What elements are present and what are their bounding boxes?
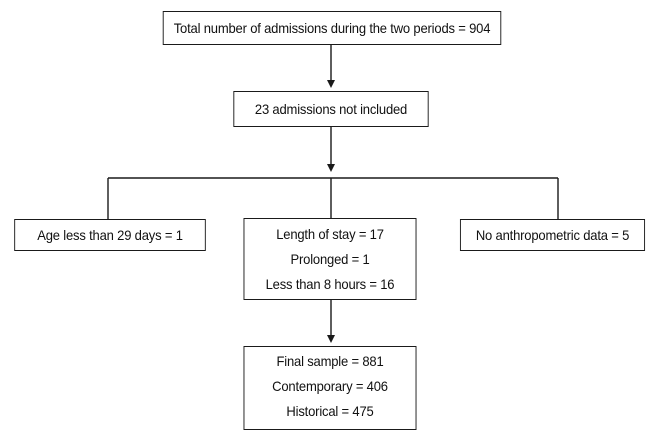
final-sample-title: Final sample = 881 bbox=[276, 353, 384, 369]
length-of-stay-title: Length of stay = 17 bbox=[276, 225, 384, 242]
age-exclusion-text: Age less than 29 days = 1 bbox=[37, 227, 183, 243]
total-admissions-box: Total number of admissions during the tw… bbox=[162, 11, 502, 45]
anthropometric-exclusion-text: No anthropometric data = 5 bbox=[475, 227, 630, 243]
prolonged-count: Prolonged = 1 bbox=[290, 250, 370, 267]
less-than-8-hours-count: Less than 8 hours = 16 bbox=[265, 276, 395, 293]
age-exclusion-box: Age less than 29 days = 1 bbox=[14, 219, 206, 251]
total-admissions-text: Total number of admissions during the tw… bbox=[173, 20, 491, 36]
not-included-text: 23 admissions not included bbox=[254, 101, 408, 117]
not-included-box: 23 admissions not included bbox=[233, 91, 429, 127]
length-of-stay-box: Length of stay = 17 Prolonged = 1 Less t… bbox=[243, 218, 417, 300]
final-sample-box: Final sample = 881 Contemporary = 406 Hi… bbox=[243, 346, 417, 430]
contemporary-count: Contemporary = 406 bbox=[272, 378, 388, 394]
historical-count: Historical = 475 bbox=[286, 403, 374, 419]
anthropometric-exclusion-box: No anthropometric data = 5 bbox=[459, 219, 646, 251]
